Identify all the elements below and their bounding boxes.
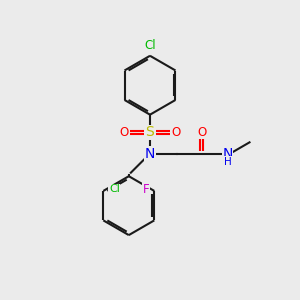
Text: N: N — [145, 146, 155, 161]
Text: Cl: Cl — [144, 39, 156, 52]
Text: O: O — [171, 126, 180, 139]
Text: S: S — [146, 125, 154, 139]
Text: H: H — [224, 157, 232, 167]
Text: O: O — [197, 126, 206, 139]
Text: O: O — [120, 126, 129, 139]
Text: N: N — [222, 146, 233, 161]
Text: F: F — [143, 183, 149, 196]
Text: Cl: Cl — [109, 184, 120, 194]
